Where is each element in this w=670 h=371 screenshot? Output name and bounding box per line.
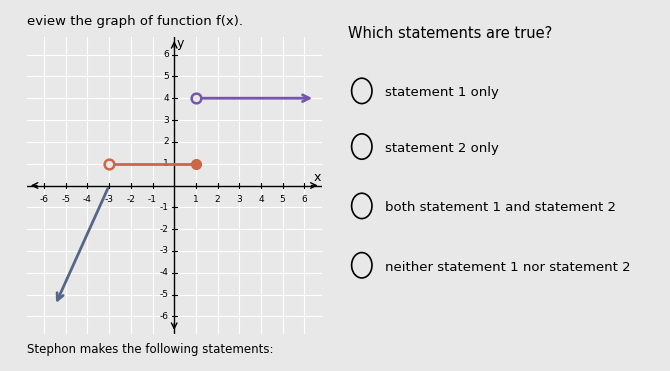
Text: 6: 6 xyxy=(163,50,169,59)
Text: -4: -4 xyxy=(160,268,169,277)
Text: y: y xyxy=(177,37,184,50)
Text: -3: -3 xyxy=(105,195,114,204)
Text: x: x xyxy=(314,171,321,184)
Text: 6: 6 xyxy=(302,195,307,204)
Text: 4: 4 xyxy=(258,195,264,204)
Text: 3: 3 xyxy=(237,195,242,204)
Text: eview the graph of function f(x).: eview the graph of function f(x). xyxy=(27,15,243,28)
Text: -2: -2 xyxy=(127,195,135,204)
Text: -3: -3 xyxy=(159,246,169,256)
Text: -5: -5 xyxy=(62,195,70,204)
Text: 5: 5 xyxy=(163,72,169,81)
Text: Stephon makes the following statements:: Stephon makes the following statements: xyxy=(27,343,273,356)
Text: statement 1 only: statement 1 only xyxy=(385,86,499,99)
Text: both statement 1 and statement 2: both statement 1 and statement 2 xyxy=(385,201,616,214)
Text: statement 2 only: statement 2 only xyxy=(385,142,499,155)
Text: neither statement 1 nor statement 2: neither statement 1 nor statement 2 xyxy=(385,260,631,274)
Text: 2: 2 xyxy=(163,137,169,146)
Text: 1: 1 xyxy=(163,159,169,168)
Text: 1: 1 xyxy=(193,195,199,204)
Text: 3: 3 xyxy=(163,115,169,125)
Text: 4: 4 xyxy=(163,94,169,103)
Text: -1: -1 xyxy=(148,195,157,204)
Text: -4: -4 xyxy=(83,195,92,204)
Text: -5: -5 xyxy=(159,290,169,299)
Text: -6: -6 xyxy=(159,312,169,321)
Text: -6: -6 xyxy=(40,195,49,204)
Text: -2: -2 xyxy=(160,225,169,234)
Text: -1: -1 xyxy=(159,203,169,212)
Text: 2: 2 xyxy=(215,195,220,204)
Text: 5: 5 xyxy=(279,195,285,204)
Text: Which statements are true?: Which statements are true? xyxy=(348,26,553,41)
